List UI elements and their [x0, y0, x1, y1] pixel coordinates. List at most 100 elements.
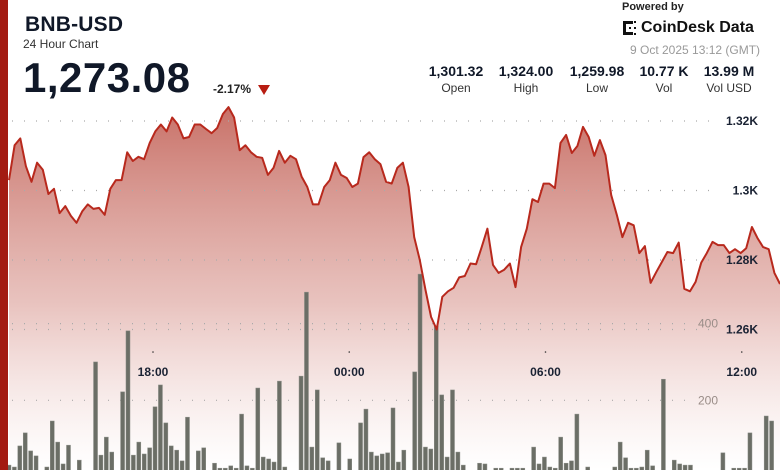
volume-bar — [444, 456, 450, 470]
volume-bar — [125, 330, 131, 470]
volume-bar — [682, 464, 688, 470]
stat-label: Low — [585, 81, 608, 95]
stat-value: 1,301.32 — [428, 63, 484, 79]
volume-bar — [12, 466, 17, 470]
volume-bar — [509, 467, 515, 470]
brand-name: CoinDesk Data — [641, 19, 754, 36]
volume-bar — [33, 455, 39, 470]
volume-bar — [412, 371, 417, 470]
x-tick-label: 06:00 — [530, 365, 561, 379]
x-tick-label: 12:00 — [726, 365, 757, 379]
volume-bar — [233, 467, 239, 470]
volume-bar — [255, 387, 261, 470]
volume-bar — [347, 458, 352, 470]
volume-bar — [277, 380, 282, 470]
volume-bar — [688, 464, 693, 470]
volume-bar — [260, 456, 266, 470]
price-tick-label: 1.3K — [733, 184, 759, 198]
triangle-down-icon — [258, 85, 270, 95]
stat-label: Vol USD — [706, 81, 752, 95]
x-tick-mark — [348, 351, 351, 353]
volume-bar — [639, 466, 645, 470]
volume-bar — [244, 465, 250, 470]
volume-bar — [720, 452, 726, 470]
volume-bar — [152, 406, 158, 470]
volume-bar — [109, 451, 115, 470]
volume-bar — [315, 389, 320, 470]
stat-low: 1,259.98 Low — [562, 63, 632, 95]
volume-bar — [325, 460, 331, 470]
stat-open: 1,301.32 Open — [421, 63, 491, 95]
stat-value: 1,324.00 — [498, 63, 554, 79]
volume-bar — [212, 462, 217, 470]
volume-bar — [628, 467, 634, 470]
stat-high: 1,324.00 High — [491, 63, 561, 95]
volume-bar — [28, 450, 33, 470]
volume-bar — [385, 452, 390, 470]
volume-bar — [60, 463, 66, 470]
x-tick-label: 18:00 — [138, 365, 169, 379]
volume-bar — [661, 378, 666, 470]
volume-bar — [390, 407, 396, 470]
pair-title: BNB-USD — [25, 13, 124, 36]
volume-bar — [228, 465, 233, 470]
volume-bar — [450, 389, 455, 470]
stat-value: 1,259.98 — [569, 63, 625, 79]
volume-bar — [179, 460, 185, 470]
volume-bar — [163, 422, 169, 470]
volume-bar — [763, 415, 769, 470]
volume-bar — [434, 325, 439, 470]
volume-bar — [282, 466, 288, 470]
chart-subtitle: 24 Hour Chart — [23, 37, 99, 51]
volume-bar — [417, 273, 423, 470]
volume-bar — [542, 456, 547, 470]
volume-bar — [369, 451, 374, 470]
volume-bar — [304, 291, 309, 470]
accent-bar — [0, 0, 8, 470]
volume-bar — [55, 441, 60, 470]
volume-bar — [250, 467, 255, 470]
volume-bar — [196, 450, 201, 470]
volume-bar — [22, 432, 28, 470]
volume-bar — [141, 453, 147, 470]
volume-bar — [174, 449, 179, 470]
x-tick-mark — [544, 351, 547, 353]
volume-bar — [623, 457, 628, 470]
volume-bar — [439, 394, 444, 470]
volume-bar — [17, 445, 23, 470]
volume-bar — [731, 467, 736, 470]
volume-bar — [634, 467, 639, 470]
timestamp: 9 Oct 2025 13:12 (GMT) — [630, 43, 761, 57]
price-tick-label: 1.32K — [726, 114, 758, 128]
x-tick-mark — [152, 351, 154, 353]
volume-bar — [547, 466, 553, 470]
volume-bar — [136, 441, 142, 470]
volume-bar — [66, 444, 71, 470]
volume-bar — [309, 446, 315, 470]
volume-bar — [363, 408, 369, 470]
volume-bar — [358, 422, 363, 470]
coindesk-logo-icon — [623, 21, 636, 35]
volume-bar — [769, 420, 774, 470]
volume-bar — [585, 466, 590, 470]
powered-by: Powered by — [622, 1, 684, 13]
volume-bar — [396, 461, 401, 470]
volume-bar — [553, 467, 558, 470]
volume-bar — [98, 454, 104, 470]
brand-logo: CoinDesk Data — [622, 19, 754, 37]
volume-tick-label: 400 — [698, 317, 718, 331]
stat-value: 13.99 M — [703, 63, 755, 79]
volume-bar — [93, 361, 98, 470]
volume-bar — [747, 432, 753, 470]
volume-bar — [569, 460, 574, 470]
volume-bar — [44, 466, 50, 470]
current-price: 1,273.08 — [23, 54, 191, 101]
volume-bar — [428, 448, 434, 470]
volume-bar — [498, 467, 504, 470]
volume-bar — [742, 467, 747, 470]
volume-bar — [455, 451, 461, 470]
volume-bar — [374, 455, 380, 470]
stat-label: Open — [441, 81, 471, 95]
volume-bar — [185, 416, 190, 470]
volume-bar — [239, 413, 244, 470]
